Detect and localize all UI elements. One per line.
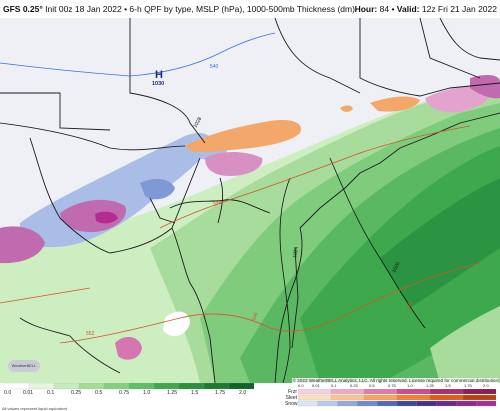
product-description: 6-h QPF by type, MSLP (hPa), 1000-500mb … xyxy=(129,4,355,14)
qpf-colorbar xyxy=(4,383,254,390)
tick-label: 0.01 xyxy=(312,383,320,388)
legend-area: 0.0 0.01 0.1 0.25 0.5 0.75 1.0 1.25 1.5 1.75 2.0 A… xyxy=(0,383,500,411)
ptype-label-sleet: Sleet xyxy=(285,395,297,401)
colorbar-swatch xyxy=(363,389,398,395)
colorbar-swatch xyxy=(53,383,80,390)
colorbar-swatch xyxy=(396,400,418,407)
contour-label-546: 546 xyxy=(213,199,223,208)
weather-map: 540 1028 1024 1020 546 552 540 546 H 103… xyxy=(0,18,500,383)
colorbar-swatch xyxy=(396,394,431,401)
copyright-notice: © 2022 WeatherBELL Analytics, LLC. All r… xyxy=(292,378,498,384)
tick-label: 0.25 xyxy=(71,390,82,396)
tick-label: 0.5 xyxy=(95,390,103,396)
ptype-tick-labels: 0.0 0.01 0.1 0.25 0.5 0.75 1.0 1.25 1.5 1.75 2.0 xyxy=(298,383,496,389)
qpf-tick-labels: 0.0 0.01 0.1 0.25 0.5 0.75 1.0 1.25 1.5 1.75 2.0 xyxy=(4,390,254,398)
colorbar-swatch xyxy=(377,400,398,407)
tick-label: 1.75 xyxy=(464,383,472,388)
colorbar-swatch xyxy=(153,383,180,390)
valid-label: Valid: xyxy=(396,4,420,14)
tick-label: 0.75 xyxy=(119,390,130,396)
ptype-label-frzr: Frzr xyxy=(288,389,297,395)
tick-label: 2.0 xyxy=(239,390,247,396)
colorbar-swatch xyxy=(476,400,496,407)
colorbar-swatch xyxy=(337,400,358,407)
tick-label: 1.0 xyxy=(407,383,413,388)
colorbar-swatch xyxy=(429,389,464,395)
colorbar-swatch xyxy=(28,383,55,390)
colorbar-swatch xyxy=(178,383,205,390)
model-name: GFS 0.25° xyxy=(3,4,43,14)
header-title: GFS 0.25° Init 00z 18 Jan 2022 • 6-h QPF… xyxy=(3,4,355,14)
colorbar-swatch xyxy=(396,389,431,395)
colorbar-swatch xyxy=(436,400,457,407)
tick-label: 0.5 xyxy=(369,383,375,388)
init-time: Init 00z 18 Jan 2022 xyxy=(45,4,122,14)
colorbar-swatch xyxy=(317,400,338,407)
tick-label: 2.0 xyxy=(483,383,489,388)
contour-label-1024: 1024 xyxy=(292,246,300,258)
tick-label: 0.1 xyxy=(331,383,337,388)
valid-time-block: Hour: 84 • Valid: 12z Fri 21 Jan 2022 xyxy=(354,4,497,14)
colorbar-swatch xyxy=(456,400,477,407)
colorbar-swatch xyxy=(363,394,398,401)
tick-label: 1.25 xyxy=(167,390,178,396)
forecast-hour: 84 xyxy=(379,4,390,14)
colorbar-swatch xyxy=(78,383,105,390)
contour-label-1028: 1028 xyxy=(193,116,204,129)
tick-label: 1.25 xyxy=(426,383,434,388)
hour-label: Hour: xyxy=(354,4,378,14)
contour-label-1020: 1020 xyxy=(391,261,401,274)
ptype-colorbars xyxy=(298,389,496,407)
colorbar-swatch xyxy=(298,400,319,407)
contour-label-546-b: 546 xyxy=(251,312,260,322)
colorbar-swatch xyxy=(203,383,230,390)
tick-label: 0.0 xyxy=(298,383,304,388)
high-pressure-letter: H xyxy=(155,69,163,81)
colorbar-swatch xyxy=(462,389,496,395)
valid-time: 12z Fri 21 Jan 2022 xyxy=(421,4,497,14)
contour-label-540-blue: 540 xyxy=(210,64,219,70)
colorbar-swatch xyxy=(330,389,365,395)
colorbar-swatch xyxy=(298,389,332,395)
tick-label: 1.75 xyxy=(215,390,226,396)
colorbar-swatch xyxy=(128,383,155,390)
colorbar-swatch xyxy=(429,394,464,401)
ptype-label-snow: Snow xyxy=(285,401,298,407)
qpf-footnote: All values represent liquid equivalent xyxy=(2,406,67,411)
colorbar-swatch xyxy=(357,400,378,407)
tick-label: 0.0 xyxy=(4,390,12,396)
contour-label-540-red: 540 xyxy=(406,301,413,310)
tick-label: 1.0 xyxy=(143,390,151,396)
tick-label: 1.5 xyxy=(445,383,451,388)
colorbar-swatch xyxy=(103,383,130,390)
tick-label: 0.75 xyxy=(388,383,396,388)
tick-label: 0.25 xyxy=(350,383,358,388)
colorbar-swatch xyxy=(416,400,438,407)
colorbar-swatch xyxy=(330,394,365,401)
colorbar-swatch xyxy=(462,394,496,401)
colorbar-swatch xyxy=(4,383,30,390)
high-pressure-value: 1030 xyxy=(152,81,164,87)
tick-label: 0.01 xyxy=(23,390,34,396)
tick-label: 0.1 xyxy=(47,390,55,396)
weatherbell-logo: WeatherBELL xyxy=(8,360,40,372)
colorbar-swatch xyxy=(228,383,254,390)
contour-label-552: 552 xyxy=(86,331,95,337)
tick-label: 1.5 xyxy=(191,390,199,396)
header-bar: GFS 0.25° Init 00z 18 Jan 2022 • 6-h QPF… xyxy=(0,0,500,18)
colorbar-swatch xyxy=(298,394,332,401)
